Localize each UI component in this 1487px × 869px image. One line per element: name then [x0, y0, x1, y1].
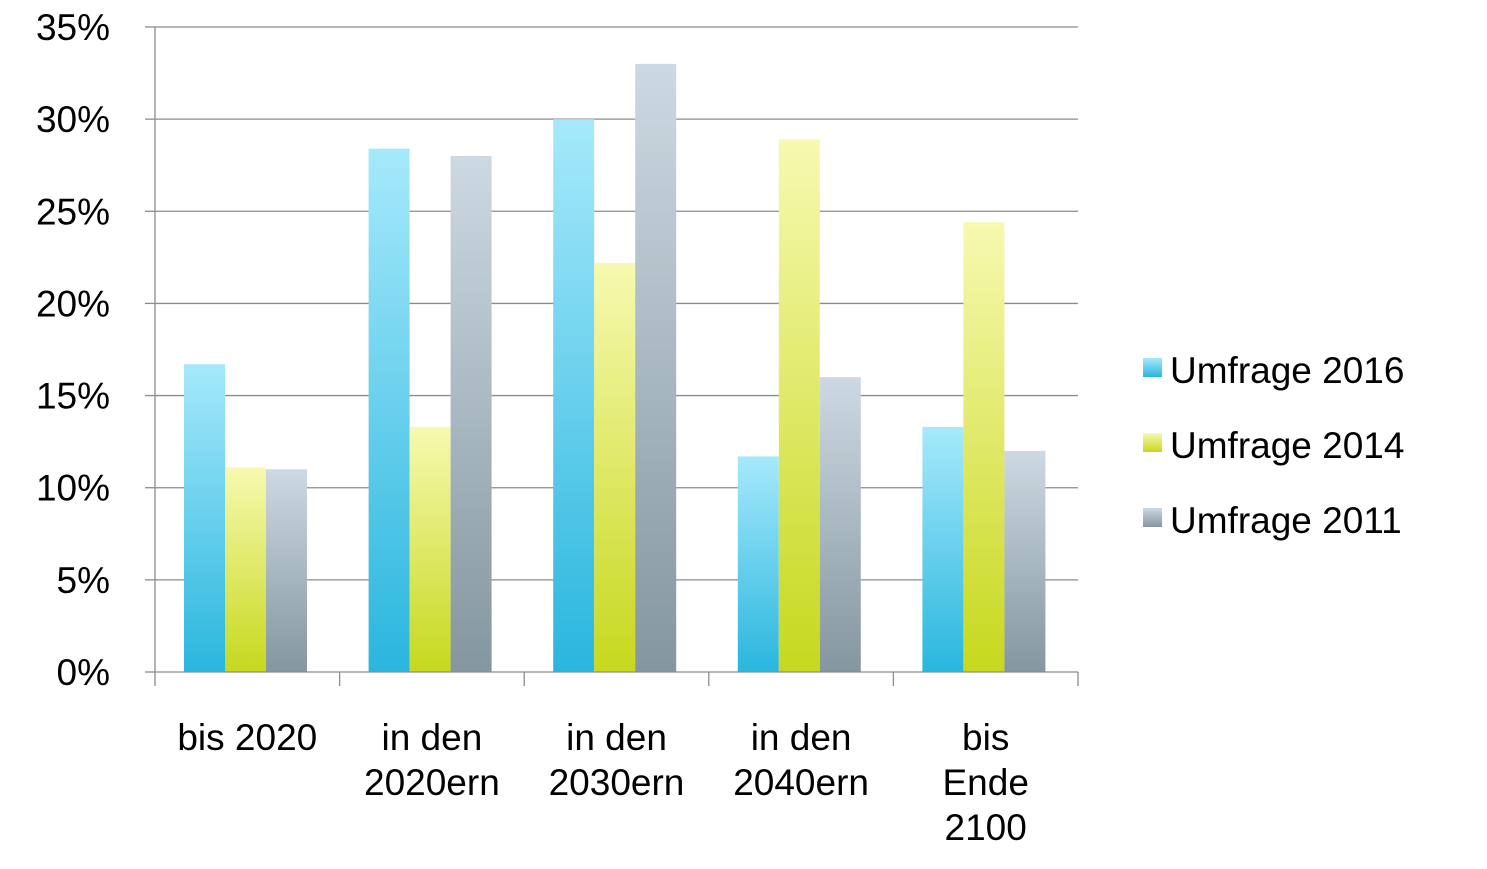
- axes: [145, 26, 1079, 686]
- legend-label: Umfrage 2011: [1170, 500, 1402, 541]
- bar: [266, 469, 307, 672]
- x-tick-label-line: bis: [962, 717, 1009, 758]
- y-tick-label: 10%: [36, 468, 110, 509]
- bar: [594, 262, 636, 672]
- bar: [225, 467, 266, 672]
- legend: Umfrage 2016 Umfrage 2014 Umfrage 2011: [1143, 350, 1404, 541]
- bar: [963, 222, 1005, 673]
- bar: [737, 456, 779, 672]
- x-tick-label: bis Ende 2100: [942, 717, 1028, 848]
- y-tick-label: 5%: [57, 560, 110, 601]
- x-tick-label-line: 2020ern: [364, 762, 500, 803]
- y-tick-label: 30%: [36, 99, 110, 140]
- legend-label: Umfrage 2014: [1170, 425, 1404, 466]
- y-tick-label: 0%: [57, 652, 110, 693]
- y-tick-label: 25%: [36, 191, 110, 232]
- bar: [409, 426, 451, 672]
- bar: [553, 119, 595, 672]
- x-tick-label: in den 2020ern: [364, 717, 500, 803]
- x-tick-label-line: 2030ern: [549, 762, 685, 803]
- x-tick-label-line: 2040ern: [733, 762, 869, 803]
- x-tick-label-line: 2100: [945, 807, 1027, 848]
- legend-swatch: [1143, 358, 1162, 377]
- bar: [922, 426, 964, 672]
- bar: [368, 148, 410, 673]
- x-tick-label-line: bis 2020: [177, 717, 317, 758]
- bar: [184, 364, 225, 672]
- bar: [635, 63, 677, 673]
- y-tick-label: 35%: [36, 7, 110, 48]
- x-tick-label-line: Ende: [942, 762, 1028, 803]
- y-tick-label: 15%: [36, 376, 110, 417]
- bar: [819, 377, 861, 672]
- legend-label: Umfrage 2016: [1170, 350, 1404, 391]
- legend-swatch: [1143, 433, 1162, 452]
- y-tick-label: 20%: [36, 283, 110, 324]
- bars: [184, 63, 1046, 673]
- x-tick-label-line: in den: [381, 717, 482, 758]
- bar: [1004, 450, 1046, 672]
- x-tick-label-line: in den: [751, 717, 852, 758]
- bar: [778, 139, 820, 672]
- x-tick-label: bis 2020: [177, 717, 317, 758]
- bar: [450, 156, 492, 672]
- y-axis-tick-labels: 0% 5% 10% 15% 20% 25% 30% 35%: [36, 7, 110, 693]
- x-tick-label: in den 2030ern: [549, 717, 685, 803]
- legend-swatch: [1143, 508, 1162, 527]
- x-tick-label: in den 2040ern: [733, 717, 869, 803]
- x-tick-label-line: in den: [566, 717, 667, 758]
